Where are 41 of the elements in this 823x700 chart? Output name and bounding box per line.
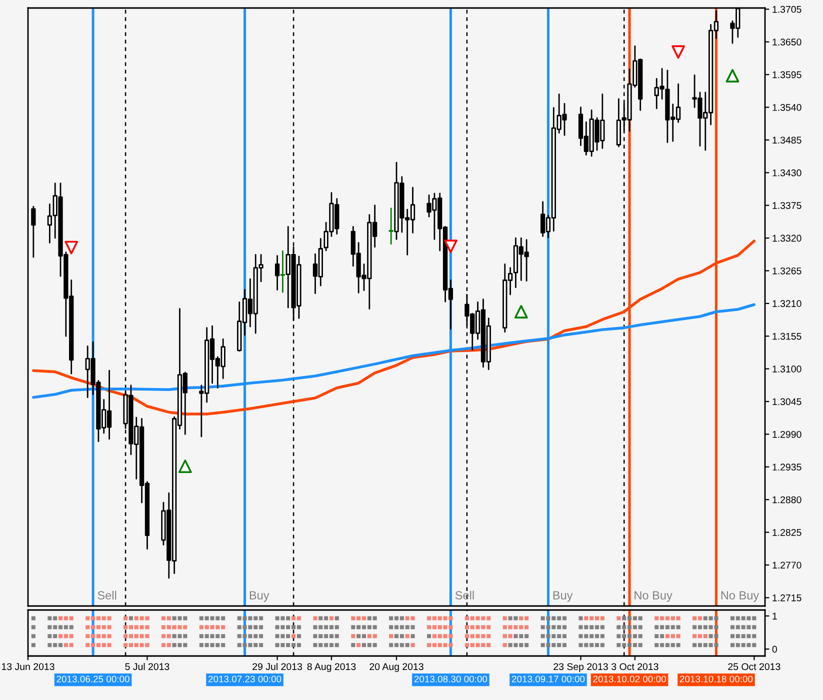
y-tick-label: 1.3320	[772, 234, 802, 242]
y-tick-label: 1.2770	[772, 562, 802, 569]
y-tick-label: 1.2715	[772, 594, 802, 602]
y-tick-label: 1.3705	[772, 6, 802, 13]
ref-line-label: 2013.06.25 00:00	[56, 676, 130, 682]
ref-line-label: 2013.10.18 00:00	[680, 676, 753, 682]
y-tick-label: 1.2990	[772, 430, 802, 438]
ref-line-label: 2013.07.23 00:00	[208, 676, 282, 682]
x-tick-label: 20 Aug 2013	[370, 663, 424, 672]
x-tick-label: 25 Oct 2013	[728, 663, 780, 670]
y-tick-label: 1.2880	[772, 496, 802, 504]
y-tick-label: 1.3650	[772, 38, 802, 46]
y-tick-label: 1.3100	[772, 366, 802, 372]
y-tick-label: 1.2825	[772, 529, 802, 536]
ref-line-label: 2013.10.02 00:00	[593, 676, 666, 682]
ref-line-label: Sell	[455, 590, 474, 600]
y-tick-label: 1.3595	[772, 71, 802, 78]
ref-line-label: 2013.08.30 00:00	[414, 676, 488, 682]
y-tick-label: 1.3210	[772, 300, 802, 308]
ref-line-label: Sell	[98, 590, 116, 600]
y-tick-label: 1.3540	[772, 104, 802, 111]
y-tick-label: 0	[772, 646, 777, 653]
x-tick-label: 3 Oct 2013	[612, 663, 658, 670]
y-tick-label: 1.3375	[772, 202, 802, 209]
x-tick-label: 8 Aug 2013	[307, 663, 356, 672]
x-tick-label: 29 Jul 2013	[252, 662, 302, 670]
ref-line-label: Buy	[250, 591, 270, 602]
ref-line-label: 2013.09.17 00:00	[512, 676, 585, 682]
y-tick-label: 1.3265	[772, 267, 802, 274]
y-tick-label: 1.3485	[772, 136, 802, 144]
y-tick-label: 1.2935	[772, 464, 802, 471]
ref-line-label: No Buy	[721, 591, 760, 602]
y-tick-label: 1.3045	[772, 398, 802, 406]
x-tick-label: 23 Sep 2013	[554, 663, 608, 672]
ref-line-label: Buy	[553, 591, 573, 602]
x-tick-label: 13 Jun 2013	[2, 663, 54, 670]
x-tick-label: 5 Jul 2013	[125, 662, 170, 670]
y-tick-label: 1.3430	[772, 169, 802, 176]
ref-line-label: No Buy	[634, 591, 672, 602]
y-tick-label: 1.3155	[772, 332, 802, 340]
y-tick-label: 1	[772, 612, 777, 620]
